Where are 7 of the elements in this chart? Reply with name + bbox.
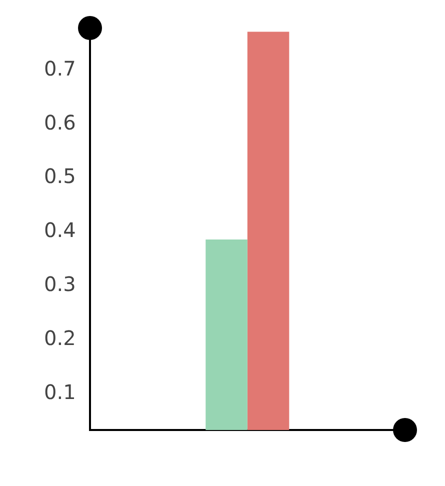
y-tick-label: 0.2	[44, 326, 76, 350]
y-tick-label: 0.4	[44, 218, 76, 242]
y-tick-label: 0.5	[44, 164, 76, 188]
y-tick-label: 0.7	[44, 56, 76, 80]
y-tick-label: 0.6	[44, 110, 76, 134]
y-tick-label: 0.3	[44, 272, 76, 296]
y-tick-label: 0.1	[44, 380, 76, 404]
